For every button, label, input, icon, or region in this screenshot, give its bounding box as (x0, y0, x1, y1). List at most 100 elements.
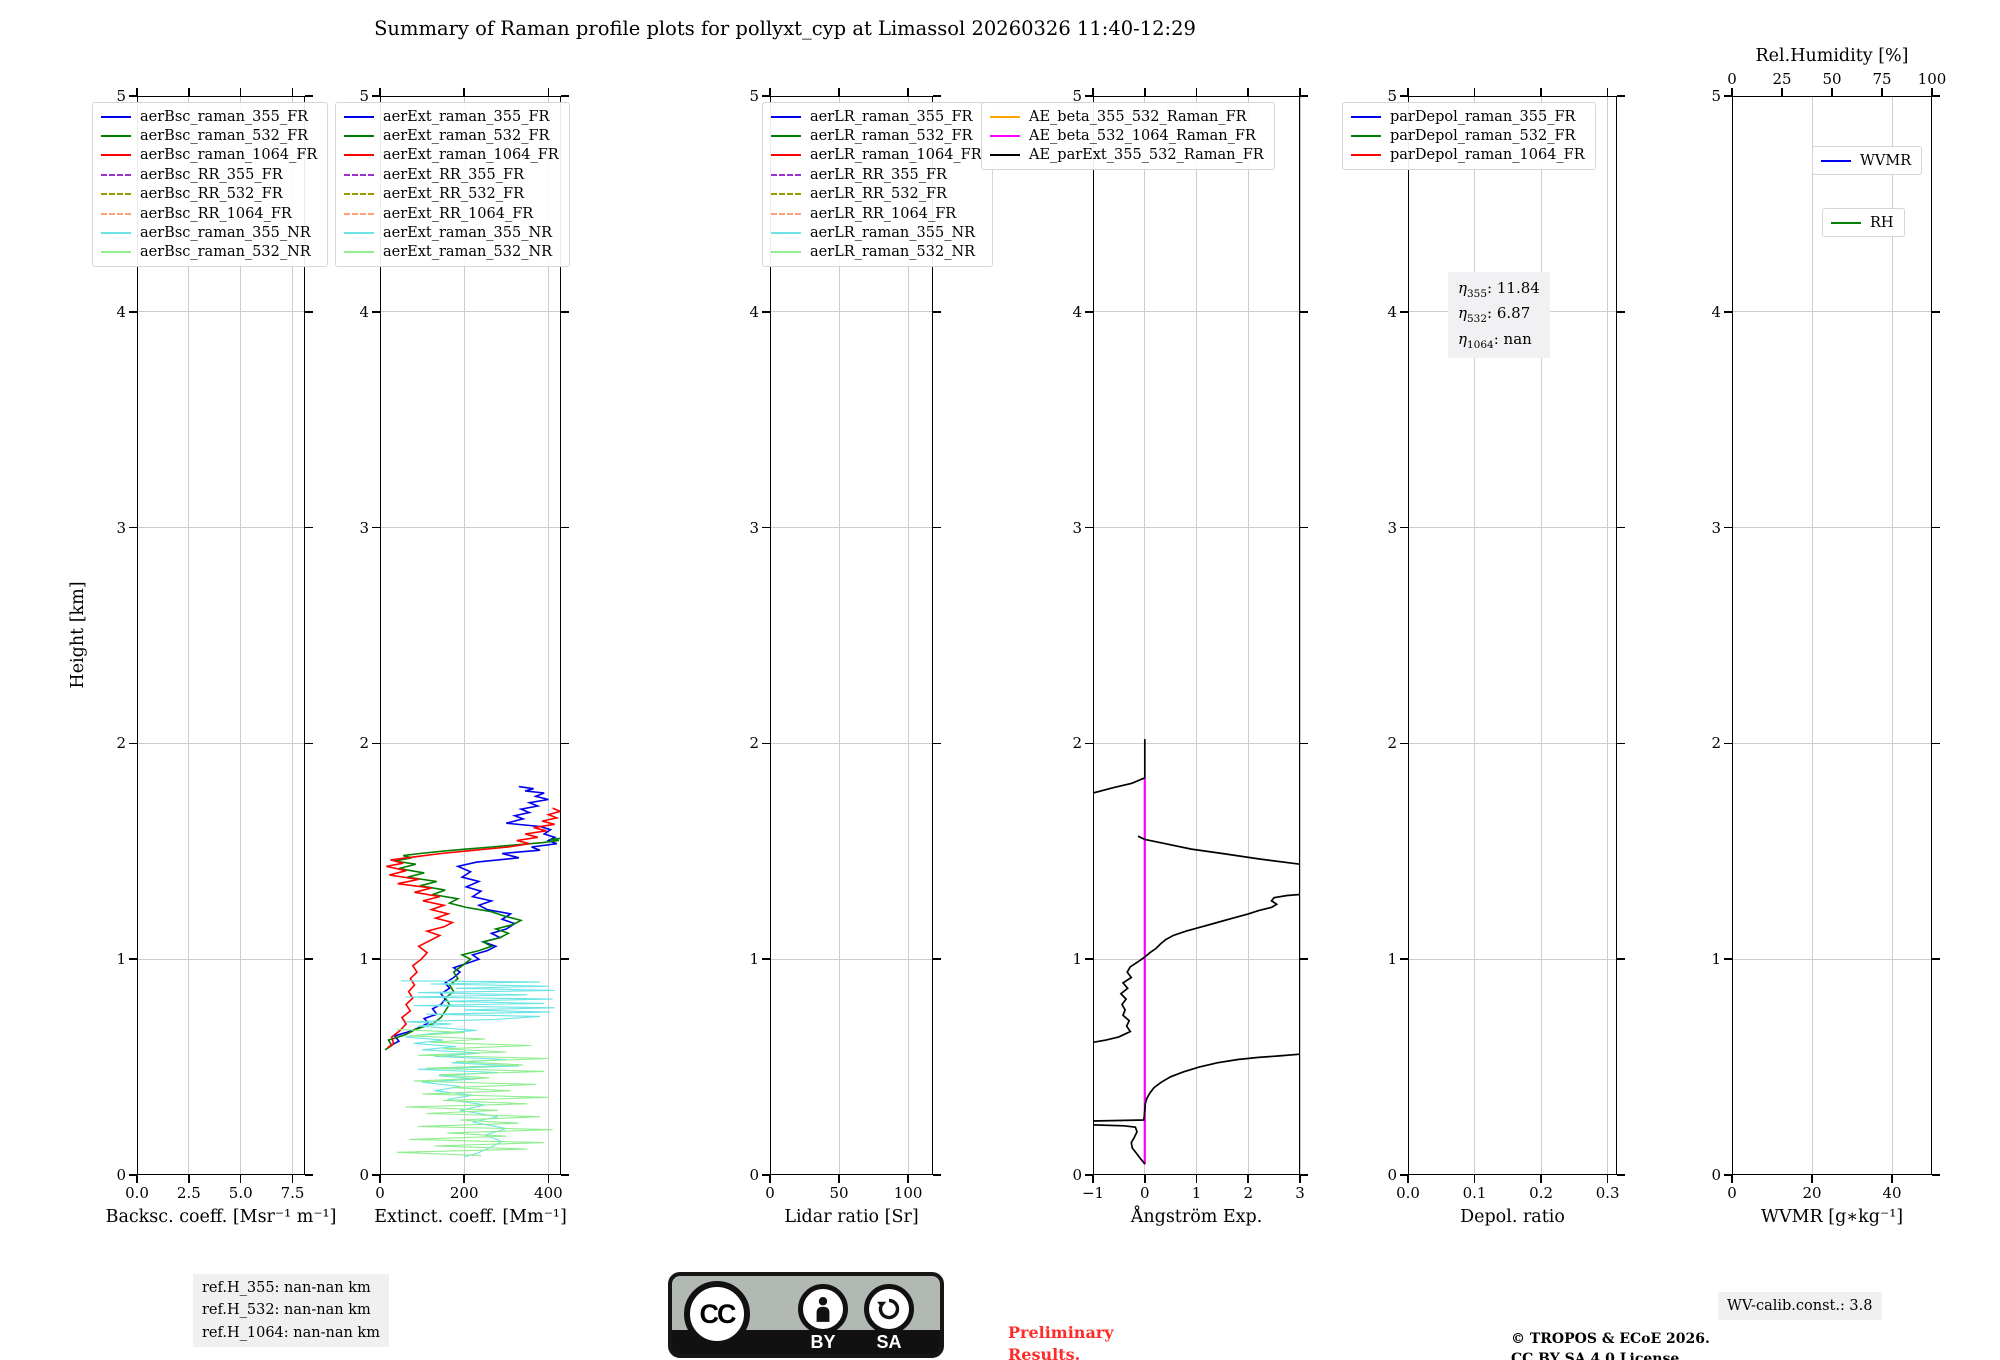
legend-entry: aerExt_raman_532_NR (344, 243, 559, 262)
axis-tick (933, 526, 941, 529)
eta-line: η1064: nan (1458, 328, 1540, 353)
series-line-AE_parExt_355_532_Raman_FR (1137, 835, 1300, 866)
axis-tick (239, 1175, 242, 1183)
y-tick-label: 0 (1072, 1166, 1082, 1184)
x-tick-label: 50 (829, 1184, 849, 1202)
plot-area (137, 96, 305, 1175)
axis-tick (1606, 88, 1609, 96)
legend-swatch-line (344, 212, 374, 215)
axis-tick (1085, 742, 1093, 745)
axis-tick (305, 526, 313, 529)
grid-line (1732, 527, 1932, 529)
axis-tick (1724, 958, 1732, 960)
legend-swatch-line (1821, 159, 1851, 162)
axis-tick (561, 742, 569, 745)
legend-swatch-line (771, 212, 801, 215)
axis-tick (933, 958, 941, 960)
legend-entry: aerExt_RR_532_FR (344, 185, 559, 204)
x-tick-label: 0 (765, 1184, 775, 1202)
axis-tick (1300, 526, 1308, 529)
series-plot (384, 785, 561, 1158)
axis-tick (129, 742, 137, 745)
axis-tick (933, 1174, 941, 1176)
legend-entry-label: parDepol_raman_355_FR (1390, 108, 1576, 125)
series-line-AE_parExt_355_532_Raman_FR (1093, 739, 1146, 794)
plot-area (1408, 96, 1617, 1175)
figure-title: Summary of Raman profile plots for polly… (374, 17, 1196, 40)
legend-entry: aerExt_RR_1064_FR (344, 204, 559, 223)
y-tick-label: 3 (1072, 518, 1082, 537)
y-tick-label: 4 (116, 302, 126, 321)
axis-tick (136, 88, 138, 96)
grid-line (1093, 742, 1300, 744)
x-axis-label-depol: Depol. ratio (1460, 1207, 1565, 1227)
x-tick-label: 7.5 (280, 1184, 305, 1202)
legend-entry-label: parDepol_raman_1064_FR (1390, 147, 1585, 164)
eta-value: : 6.87 (1487, 304, 1531, 323)
axis-tick (838, 1175, 840, 1183)
legend-swatch-line (344, 193, 374, 196)
legend-entry-label: aerLR_raman_532_NR (810, 244, 976, 261)
eta-value: : 11.84 (1487, 279, 1540, 297)
axis-tick (1540, 1175, 1542, 1183)
legend-entry-label: aerLR_raman_1064_FR (810, 147, 982, 164)
legend-entry: aerBsc_RR_1064_FR (101, 204, 317, 223)
cc-icon: CC (684, 1281, 750, 1347)
axis-tick (372, 742, 380, 745)
legend-swatch-line (101, 232, 131, 235)
legend-swatch-line (1351, 154, 1381, 157)
ref-height-532: ref.H_532: nan-nan km (202, 1302, 371, 1319)
axis-tick (1407, 88, 1409, 96)
legend-swatch-line (101, 193, 131, 196)
legend-entry: parDepol_raman_355_FR (1351, 107, 1585, 126)
axis-tick (762, 958, 770, 960)
axis-tick (933, 311, 941, 313)
y-tick-label: 5 (116, 87, 126, 105)
x-tick-label: 5.0 (228, 1184, 253, 1202)
axis-tick (1931, 88, 1933, 96)
axis-tick (305, 95, 313, 97)
legend-lidar-ratio: aerLR_raman_355_FR aerLR_raman_532_FR aerL… (762, 102, 993, 268)
legend-entry-label: aerBsc_raman_1064_FR (140, 147, 318, 164)
grid-line (1732, 311, 1932, 313)
series-line-AE_parExt_355_532_Raman_FR (1093, 1053, 1300, 1122)
axis-tick (1092, 1175, 1094, 1183)
axis-tick (1085, 1174, 1093, 1176)
y-tick-label: 3 (749, 518, 759, 537)
grid-line (1732, 958, 1932, 960)
grid-line (1093, 958, 1300, 960)
axis-tick (769, 1175, 771, 1183)
legend-swatch-line (101, 135, 131, 138)
grid-line (463, 96, 465, 1175)
legend-depol: parDepol_raman_355_FR parDepol_raman_532_… (1342, 102, 1596, 171)
legend-entry-label: AE_beta_355_532_Raman_FR (1029, 108, 1247, 125)
axis-tick (1085, 311, 1093, 313)
y-tick-label: 2 (116, 734, 126, 753)
height-axis-label: Height [km] (68, 581, 88, 689)
ref-height-note: ref.H_355: nan-nan km ref.H_532: nan-nan… (193, 1274, 389, 1348)
axis-tick (547, 88, 550, 96)
panel-backscatter: 0.0 2.5 5.0 7.5 0 1 2 3 4 5 Backsc. coeff. [Msr⁻¹ … (92, 87, 336, 1227)
axis-tick (1932, 95, 1940, 97)
axis-tick (838, 88, 840, 96)
legend-entry-label: aerBsc_raman_355_NR (140, 225, 311, 242)
y-tick-label: 0 (116, 1166, 126, 1184)
top-tick-label: 25 (1772, 70, 1792, 88)
legend-entry: aerLR_RR_532_FR (771, 185, 982, 204)
axis-tick (129, 526, 137, 529)
axis-tick (1300, 742, 1308, 745)
x-tick-label: 400 (534, 1184, 563, 1202)
axis-tick (561, 958, 569, 960)
axis-tick (1617, 526, 1625, 529)
axis-tick (1195, 88, 1198, 96)
legend-entry-label: aerBsc_RR_1064_FR (140, 205, 292, 222)
legend-entry-label: aerExt_RR_532_FR (383, 186, 524, 203)
axis-tick (1724, 526, 1732, 529)
legend-swatch-line (101, 251, 131, 254)
plot-area (1732, 96, 1932, 1175)
legend-entry-label: aerBsc_raman_355_FR (140, 108, 309, 125)
x-tick-label: 0.2 (1529, 1184, 1554, 1202)
axis-tick (379, 88, 381, 96)
x-tick-label: 0.1 (1462, 1184, 1487, 1202)
axis-tick (933, 95, 941, 97)
